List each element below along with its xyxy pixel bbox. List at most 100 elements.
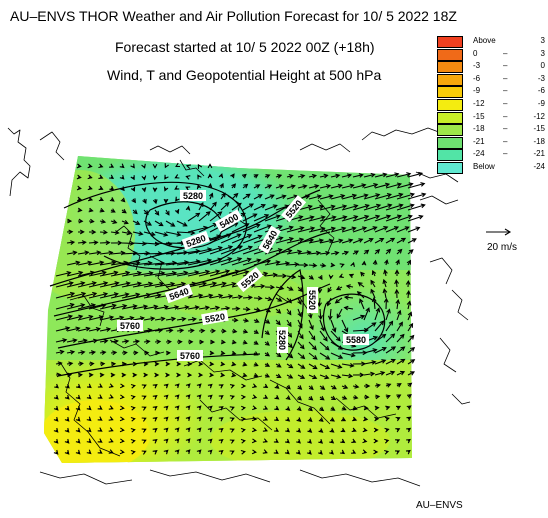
wind-arrow-head [231,350,237,356]
wind-arrow-shaft [220,295,233,299]
wind-arrow-head [141,163,146,169]
wind-reference-label: 20 m/s [487,242,518,253]
wind-arrow-head [207,163,213,169]
wind-arrow-head [119,315,125,321]
wind-arrow-head [319,406,325,412]
wind-arrow-shaft [319,319,325,331]
wind-arrow-shaft [231,234,252,244]
wind-arrow-head [98,185,104,190]
wind-arrow-shaft [297,205,312,211]
wind-arrow-shaft [370,289,376,299]
wind-arrow-head [75,438,81,444]
wind-arrow-head [97,394,103,399]
wind-arrow-shaft [143,272,165,277]
wind-arrow-head [395,298,401,304]
contour-label: 5280 [180,190,206,201]
wind-arrow-shaft [132,252,150,255]
wind-arrow-head [225,305,231,311]
wind-arrow-head [353,215,359,220]
wind-arrow-head [119,163,125,169]
wind-arrow-head [87,163,93,169]
wind-arrow-head [386,383,392,388]
wind-arrow-head [390,237,396,243]
wind-arrow-shaft [132,317,144,321]
wind-arrow-shaft [352,174,363,178]
wind-arrow-head [418,214,424,220]
wind-arrow-head [393,226,400,231]
wind-arrow-shaft [383,289,387,299]
wind-arrow-head [65,326,71,331]
wind-arrow-shaft [341,184,354,189]
wind-arrow-head [76,185,82,191]
wind-arrow-shaft [407,172,423,178]
wind-arrow-head [87,185,93,191]
wind-arrow-head [154,210,160,216]
wind-arrow-head [99,207,105,213]
wind-arrow-head [81,291,87,297]
wind-arrow-head [336,313,342,319]
wind-arrow-shaft [352,227,367,233]
wind-arrow-head [144,350,150,356]
legend-range-dash: – [503,61,508,71]
wind-arrow-shaft [308,252,320,255]
wind-arrow-head [97,405,103,410]
wind-arrow-shaft [319,239,333,244]
wind-arrow-shaft [286,195,298,200]
wind-arrow-shaft [154,306,168,310]
wind-arrow-head [375,394,381,400]
wind-arrow-head [317,302,322,308]
wind-arrow-head [209,361,215,367]
wind-arrow-shaft [154,231,168,236]
wind-arrow-head [255,307,261,312]
wind-arrow-head [254,329,259,334]
legend-swatch [437,162,463,174]
wind-arrow-head [67,218,73,224]
wind-arrow-shaft [335,297,343,304]
wind-arrow-head [97,449,103,454]
wind-arrow-head [122,350,128,356]
wind-arrow-head [321,262,327,268]
wind-arrow-head [265,351,271,357]
wind-arrow-shaft [407,335,415,343]
wind-arrow-head [108,416,114,421]
wind-arrow-shaft [297,227,315,233]
wind-arrow-head [113,292,119,297]
wind-arrow-head [348,373,354,379]
legend-item: -18 – -15 [437,124,547,137]
wind-arrow-head [240,449,246,455]
wind-arrow-head [163,438,169,444]
wind-arrow-head [253,340,259,345]
wind-arrow-shaft [363,322,376,332]
wind-arrow-head [174,416,180,422]
wind-arrow-shaft [319,252,330,255]
wind-arrow-head [185,186,191,191]
wind-arrow-head [185,427,191,433]
wind-arrow-head [346,173,353,179]
wind-arrow-shaft [176,231,195,234]
wind-arrow-head [100,219,107,224]
wind-arrow-head [130,427,136,433]
wind-arrow-head [132,209,138,215]
wind-arrow-head [196,394,202,400]
legend-range-low: 0 [473,48,478,58]
wind-arrow-shaft [341,374,353,377]
contour-label-text: 5580 [346,335,366,345]
wind-arrow-shaft [110,261,128,266]
wind-arrow-head [267,184,273,189]
wind-arrow-shaft [330,194,345,200]
wind-arrow-head [152,175,158,181]
legend-range-high: -15 [533,124,545,134]
wind-arrow-head [141,395,147,400]
wind-arrow-head [164,163,170,169]
wind-arrow-shaft [231,270,249,277]
contour-label-bg [180,190,206,201]
wind-arrow-shaft [363,361,376,365]
contour-label-text: 5760 [120,321,140,331]
wind-arrow-head [141,428,147,433]
wind-arrow-head [163,198,169,204]
wind-arrow-head [228,294,234,299]
wind-arrow-head [381,359,387,364]
wind-arrow-head [319,395,325,401]
wind-arrow-head [421,192,427,198]
legend-range-dash: – [503,48,508,58]
